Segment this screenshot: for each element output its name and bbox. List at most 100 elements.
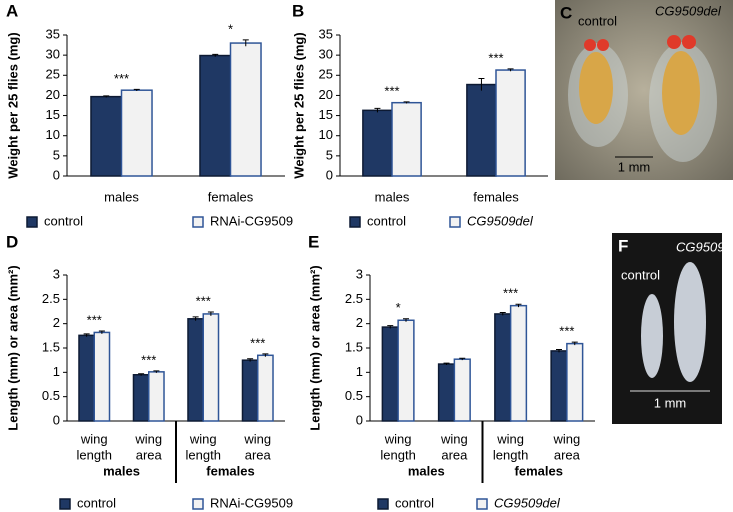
y-tick-label: 25 bbox=[319, 67, 333, 82]
bar bbox=[495, 69, 526, 177]
error-bar bbox=[403, 101, 410, 104]
significance: *** bbox=[87, 312, 102, 327]
y-tick-label: 30 bbox=[46, 47, 60, 62]
bar bbox=[437, 363, 456, 422]
x-tick-label: wing bbox=[384, 431, 412, 446]
error-bar bbox=[459, 357, 466, 361]
bar bbox=[78, 334, 95, 422]
legend-label: control bbox=[44, 213, 83, 228]
bar bbox=[397, 319, 415, 422]
bar bbox=[494, 313, 512, 422]
legend-marker bbox=[192, 498, 204, 510]
x-tick-label: males bbox=[104, 189, 139, 204]
panel-letter: D bbox=[6, 232, 18, 251]
photo-label: control bbox=[621, 267, 660, 282]
error-bar bbox=[98, 330, 105, 334]
bar bbox=[199, 54, 232, 177]
significance: *** bbox=[559, 324, 574, 339]
bar bbox=[202, 313, 220, 422]
error-bar bbox=[247, 358, 254, 362]
y-tick-label: 20 bbox=[319, 87, 333, 102]
x-tick-label: wing bbox=[134, 431, 162, 446]
bar bbox=[381, 326, 399, 422]
bar bbox=[132, 374, 150, 422]
significance: *** bbox=[503, 286, 518, 301]
photo-label: CG9509del bbox=[676, 239, 733, 254]
error-bar bbox=[556, 348, 562, 353]
y-tick-label: 30 bbox=[319, 47, 333, 62]
error-bar bbox=[83, 333, 90, 337]
bar bbox=[120, 89, 153, 177]
group-label: females bbox=[206, 463, 254, 478]
y-tick-label: 0 bbox=[326, 167, 333, 182]
bar bbox=[229, 42, 262, 177]
significance: *** bbox=[250, 335, 265, 350]
error-bar bbox=[507, 68, 514, 72]
y-tick-label: 5 bbox=[53, 147, 60, 162]
bar bbox=[90, 95, 123, 177]
error-bar bbox=[403, 318, 409, 322]
y-tick-label: 0 bbox=[53, 412, 60, 427]
x-tick-label: wing bbox=[243, 431, 271, 446]
error-bar bbox=[138, 373, 145, 376]
fly bbox=[579, 52, 613, 124]
panel-letter: F bbox=[618, 236, 628, 255]
y-tick-label: 35 bbox=[319, 26, 333, 41]
panel-letter: B bbox=[292, 1, 304, 20]
legend-marker bbox=[476, 498, 488, 510]
larva bbox=[674, 262, 706, 382]
x-tick-label: wing bbox=[189, 431, 217, 446]
y-tick-label: 20 bbox=[46, 87, 60, 102]
y-axis-label: Length (mm) or area (mm²) bbox=[307, 265, 322, 430]
fly bbox=[662, 51, 700, 135]
photo-label: control bbox=[578, 13, 617, 28]
error-bar bbox=[153, 370, 160, 373]
significance: * bbox=[228, 21, 233, 36]
y-tick-label: 3 bbox=[53, 266, 60, 281]
group-label: males bbox=[103, 463, 140, 478]
x-tick-label: males bbox=[375, 189, 410, 204]
x-tick-label: area bbox=[136, 447, 163, 462]
legend-marker bbox=[192, 216, 204, 228]
y-tick-label: 15 bbox=[46, 107, 60, 122]
x-tick-label: length bbox=[380, 447, 415, 462]
error-bar bbox=[499, 311, 506, 316]
error-bar bbox=[207, 311, 214, 316]
bar bbox=[93, 331, 111, 422]
bar bbox=[550, 350, 568, 422]
y-tick-label: 0.5 bbox=[42, 388, 60, 403]
x-tick-label: length bbox=[77, 447, 112, 462]
significance: *** bbox=[384, 83, 399, 98]
legend-label: control bbox=[77, 495, 116, 510]
eye bbox=[667, 35, 681, 49]
eye bbox=[682, 35, 696, 49]
y-tick-label: 2 bbox=[53, 315, 60, 330]
x-tick-label: area bbox=[441, 447, 468, 462]
error-bar bbox=[262, 353, 269, 357]
error-bar bbox=[192, 316, 199, 321]
bar bbox=[241, 359, 259, 422]
y-tick-label: 0.5 bbox=[345, 388, 363, 403]
y-tick-label: 2 bbox=[356, 315, 363, 330]
significance: *** bbox=[141, 352, 156, 367]
y-tick-label: 5 bbox=[326, 147, 333, 162]
scale-label: 1 mm bbox=[618, 159, 651, 174]
photo-label: CG9509del bbox=[655, 3, 722, 18]
error-bar bbox=[443, 362, 450, 366]
x-tick-label: wing bbox=[80, 431, 108, 446]
y-tick-label: 10 bbox=[319, 127, 333, 142]
group-label: males bbox=[408, 463, 445, 478]
legend-label: CG9509del bbox=[494, 495, 561, 510]
panel-letter: E bbox=[308, 232, 319, 251]
y-axis-label: Weight per 25 flies (mg) bbox=[5, 32, 20, 178]
legend-marker bbox=[349, 216, 361, 228]
bar bbox=[453, 358, 471, 422]
x-tick-label: length bbox=[186, 447, 221, 462]
legend-marker bbox=[377, 498, 389, 510]
error-bar bbox=[103, 95, 110, 98]
bar bbox=[362, 109, 393, 177]
y-tick-label: 10 bbox=[46, 127, 60, 142]
legend-marker bbox=[449, 216, 461, 228]
bar bbox=[187, 318, 205, 422]
